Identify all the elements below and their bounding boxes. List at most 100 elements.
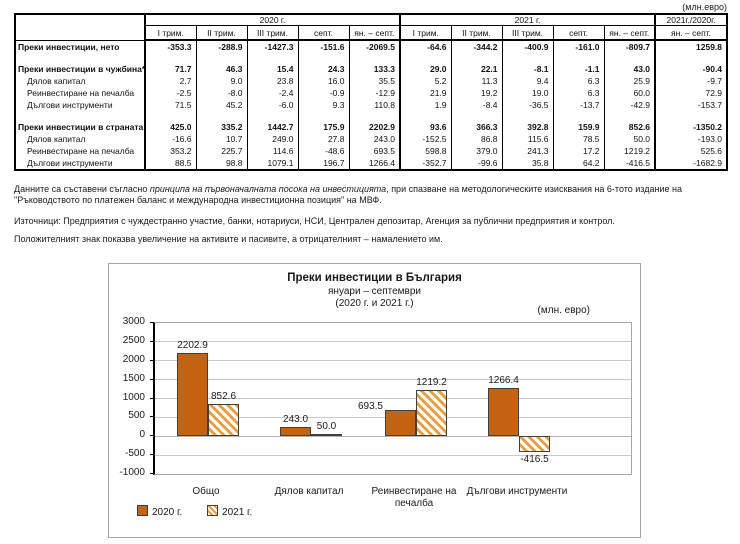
row-label: Преки инвестиции в чужбина*	[18, 64, 145, 74]
table-row: Дългови инструменти 88.5 98.8 1079.1 196.7 12…	[15, 157, 728, 170]
table-row: Реинвестиране на печалба 353.2 225.7 114.6-…	[15, 145, 728, 157]
x-category-label: Общо	[192, 486, 220, 497]
cell-value: 335.2	[195, 121, 247, 133]
cell-value	[195, 53, 247, 63]
investments-table: 2020 г. 2021 г. 2021г./2020г. I трим. II…	[14, 13, 729, 171]
cell-value: 241.3	[501, 145, 554, 157]
cell-value: 175.9	[297, 121, 349, 133]
cell-value: 16.0	[297, 75, 349, 87]
chart-legend: 2020 г. 2021 г.	[137, 505, 274, 518]
cell-value: 71.7	[144, 63, 196, 75]
table-row: Дългови инструменти 71.5 45.2 -6.0 9.3 110.8 1…	[15, 99, 728, 111]
cell-value: -400.9	[501, 40, 554, 53]
y-tick-mark	[150, 340, 154, 342]
cell-value: 598.8	[399, 145, 452, 157]
cell-value: 10.7	[195, 133, 247, 145]
cell-value	[348, 111, 401, 121]
row-label	[15, 111, 145, 121]
cell-value: 43.0	[603, 63, 656, 75]
methodology-note: Данните са съставени съгласно принципа н…	[14, 184, 728, 206]
row-label: Дългови инструменти	[27, 100, 113, 110]
row-label: Реинвестиране на печалба	[27, 88, 135, 98]
gridline	[155, 454, 631, 456]
cell-value	[348, 53, 401, 63]
y-tick-label: 2000	[122, 353, 145, 365]
cell-value: 196.7	[297, 157, 349, 170]
cell-value: 1259.8	[654, 40, 728, 53]
cell-value: -90.4	[654, 63, 728, 75]
cell-value: -36.5	[501, 99, 554, 111]
cell-value: 110.8	[348, 99, 401, 111]
cell-value	[654, 53, 728, 63]
y-tick-label: 1000	[122, 391, 145, 403]
cell-value: 21.9	[399, 87, 452, 99]
legend-item-2021: 2021 г.	[207, 505, 252, 518]
cell-value: 366.3	[450, 121, 503, 133]
y-tick-mark	[150, 416, 154, 418]
table-row: Преки инвестиции, нето -353.3 -288.9 -1427.…	[15, 40, 728, 53]
y-tick-mark	[150, 435, 154, 437]
bar-value-label: 2202.9	[177, 340, 208, 352]
cell-value	[603, 111, 656, 121]
y-tick-label: 2500	[122, 334, 145, 346]
table-spacer-row	[15, 111, 728, 121]
ratio-subheader: ян. – септ.	[654, 25, 728, 41]
cell-value: 25.9	[603, 75, 656, 87]
cell-value: -13.7	[552, 99, 605, 111]
cell-value	[450, 53, 503, 63]
table-row: Дялов капитал 2.7 9.0 23.8 16.0 35.5 5.2 11.3 9.…	[15, 75, 728, 87]
cell-value: 1.9	[399, 99, 452, 111]
sign-convention-note: Положителният знак показва увеличение на…	[14, 234, 443, 244]
cell-value: -353.3	[144, 40, 196, 53]
bar-2021	[416, 390, 447, 437]
table-year-header-row: 2020 г. 2021 г. 2021г./2020г.	[15, 14, 728, 41]
y-axis-labels: -1000 -500 0 500 1000 1500 2000 2500 3000	[109, 316, 149, 478]
q3-2021-header: III трим.	[501, 25, 554, 41]
x-category-label: Дългови инструменти	[466, 486, 568, 497]
cell-value: -0.9	[297, 87, 349, 99]
cell-value: -809.7	[603, 40, 656, 53]
cell-value: -1.1	[552, 63, 605, 75]
table-row: Преки инвестиции в чужбина* 71.7 46.3 15.4 2…	[15, 63, 728, 75]
cell-value: 1219.2	[603, 145, 656, 157]
cell-value: 379.0	[450, 145, 503, 157]
cell-value: 64.2	[552, 157, 605, 170]
row-label: Преки инвестиции в страната	[18, 122, 144, 132]
chart-plot: 2202.9 243.0 693.5 1266.4 852.6 50.0 1219.2 -41…	[153, 322, 632, 475]
ratio-header: 2021г./2020г.	[654, 14, 728, 26]
cell-value: 93.6	[399, 121, 452, 133]
chart-unit-note: (млн. евро)	[537, 305, 590, 316]
chart-subtitle-years: (2020 г. и 2021 г.)	[335, 298, 414, 309]
cell-value: 114.6	[246, 145, 298, 157]
cell-value: 23.8	[246, 75, 298, 87]
cell-value: -8.1	[501, 63, 554, 75]
cell-value: 1442.7	[246, 121, 298, 133]
cell-value: 392.8	[501, 121, 554, 133]
cell-value: 19.0	[501, 87, 554, 99]
cell-value	[399, 53, 452, 63]
table-corner-cell	[15, 14, 145, 41]
cell-value: 693.5	[348, 145, 401, 157]
table-row: Дялов капитал -16.6 10.7 249.0 27.8 243.0 -152…	[15, 133, 728, 145]
cell-value: 852.6	[603, 121, 656, 133]
bar-value-label: -416.5	[520, 453, 549, 465]
note-text: , при спазване на методологическите изис…	[14, 184, 682, 205]
bar-value-label: 50.0	[316, 421, 337, 433]
sept-2021-header: септ.	[552, 25, 605, 41]
table-body: Преки инвестиции, нето -353.3 -288.9 -1427.…	[15, 40, 728, 170]
bar-value-label: 852.6	[210, 391, 237, 403]
cell-value	[603, 53, 656, 63]
cell-value	[246, 53, 298, 63]
gridline	[155, 379, 631, 381]
q2-2021-header: II трим.	[450, 25, 503, 41]
cell-value: 19.2	[450, 87, 503, 99]
cell-value: -6.0	[246, 99, 298, 111]
cell-value	[246, 111, 298, 121]
bar-value-label: 693.5	[357, 401, 383, 413]
q1-2021-header: I трим.	[399, 25, 452, 41]
y-tick-mark	[150, 359, 154, 361]
cell-value: 50.0	[603, 133, 656, 145]
cell-value: -1350.2	[654, 121, 728, 133]
jan-sept-2020-header: ян. – септ.	[348, 25, 401, 41]
cell-value: 2.7	[144, 75, 196, 87]
